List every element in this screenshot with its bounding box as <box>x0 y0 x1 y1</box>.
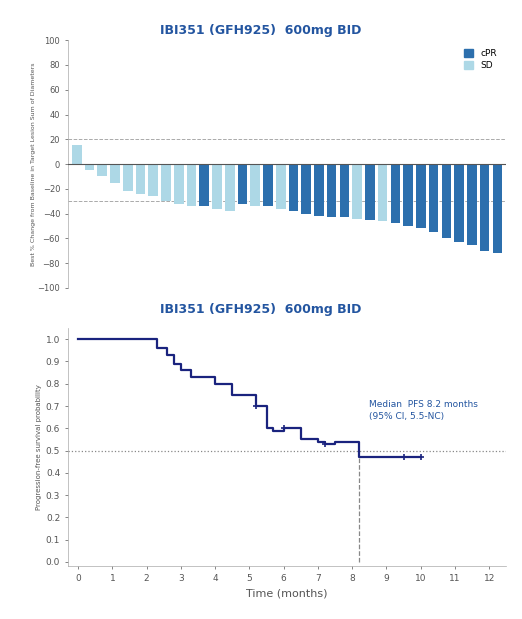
Legend: cPR, SD: cPR, SD <box>460 45 502 75</box>
Bar <box>404 164 413 226</box>
Bar <box>378 164 387 221</box>
Bar <box>416 164 426 228</box>
Bar <box>110 164 120 183</box>
Bar <box>493 164 502 253</box>
Bar <box>225 164 234 211</box>
Bar <box>314 164 324 216</box>
Bar <box>123 164 133 191</box>
Bar <box>187 164 196 206</box>
Bar <box>85 164 94 170</box>
Bar <box>212 164 222 209</box>
Bar <box>199 164 209 206</box>
Y-axis label: Best % Change from Baseline in Target Lesion Sum of Diameters: Best % Change from Baseline in Target Le… <box>31 63 36 266</box>
Bar <box>480 164 490 251</box>
Bar <box>352 164 362 219</box>
Text: IBI351 (GFH925)  600mg BID: IBI351 (GFH925) 600mg BID <box>160 303 362 316</box>
Bar <box>98 164 107 176</box>
Bar <box>365 164 375 220</box>
Bar <box>289 164 298 211</box>
Bar <box>454 164 464 242</box>
X-axis label: Time (months): Time (months) <box>246 589 328 599</box>
Bar <box>174 164 184 204</box>
Bar <box>276 164 286 209</box>
Bar <box>327 164 337 217</box>
Bar <box>301 164 311 214</box>
Bar <box>442 164 451 238</box>
Bar <box>136 164 145 194</box>
Bar <box>467 164 477 245</box>
Bar <box>238 164 247 204</box>
Bar <box>263 164 273 206</box>
Text: IBI351 (GFH925)  600mg BID: IBI351 (GFH925) 600mg BID <box>160 24 362 37</box>
Bar <box>161 164 171 201</box>
Bar <box>72 145 81 164</box>
Bar <box>390 164 400 223</box>
Y-axis label: Progression-free survival probability: Progression-free survival probability <box>35 384 42 510</box>
Bar <box>429 164 438 232</box>
Bar <box>340 164 349 217</box>
Bar <box>251 164 260 206</box>
Bar <box>148 164 158 196</box>
Text: Median  PFS 8.2 months
(95% CI, 5.5-NC): Median PFS 8.2 months (95% CI, 5.5-NC) <box>369 400 478 421</box>
